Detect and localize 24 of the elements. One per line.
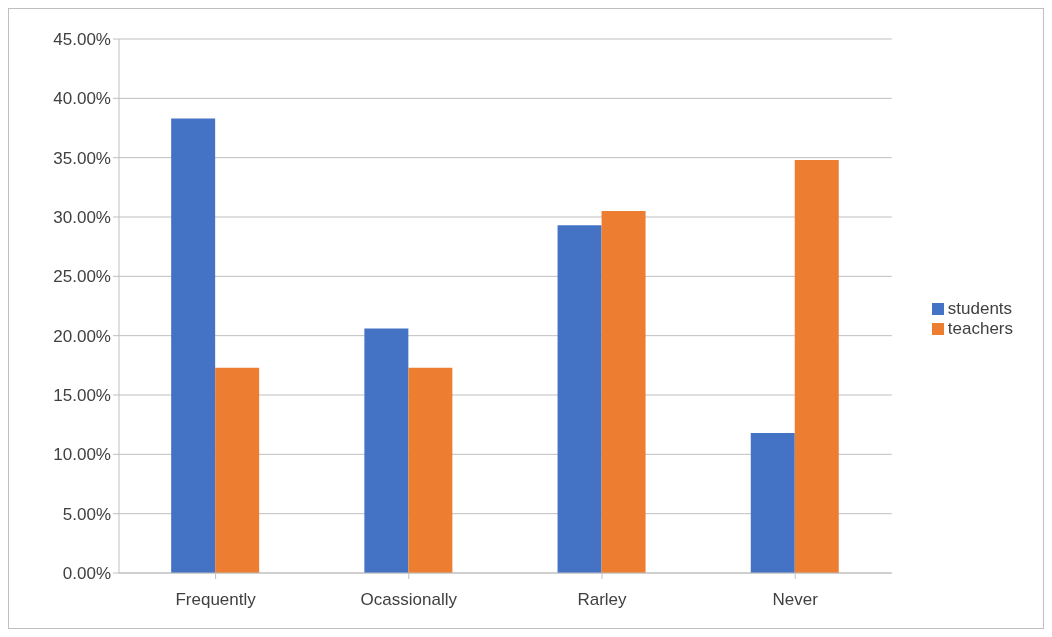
x-tick-label: Never bbox=[772, 590, 819, 610]
bar bbox=[557, 225, 602, 573]
bar bbox=[750, 432, 795, 573]
y-tick-label: 30.00% bbox=[53, 208, 111, 228]
x-tick-label: Ocassionally bbox=[360, 590, 458, 610]
y-tick-label: 5.00% bbox=[62, 504, 111, 524]
x-tick-label: Frequently bbox=[175, 590, 257, 610]
x-tick-label: Rarley bbox=[577, 590, 628, 610]
y-tick-label: 25.00% bbox=[53, 267, 111, 287]
bar bbox=[408, 367, 453, 573]
y-tick-label: 15.00% bbox=[53, 386, 111, 406]
y-tick-label: 45.00% bbox=[53, 30, 111, 50]
y-tick-label: 35.00% bbox=[53, 148, 111, 168]
bar bbox=[601, 211, 646, 573]
bar bbox=[171, 118, 216, 573]
y-tick-label: 10.00% bbox=[53, 445, 111, 465]
bar bbox=[364, 328, 409, 573]
bar bbox=[794, 160, 839, 573]
y-tick-label: 20.00% bbox=[53, 326, 111, 346]
y-tick-label: 40.00% bbox=[53, 89, 111, 109]
legend-label: students bbox=[947, 298, 1013, 318]
legend-label: teachers bbox=[947, 318, 1013, 338]
y-tick-label: 0.00% bbox=[62, 564, 111, 584]
bar bbox=[215, 367, 260, 573]
